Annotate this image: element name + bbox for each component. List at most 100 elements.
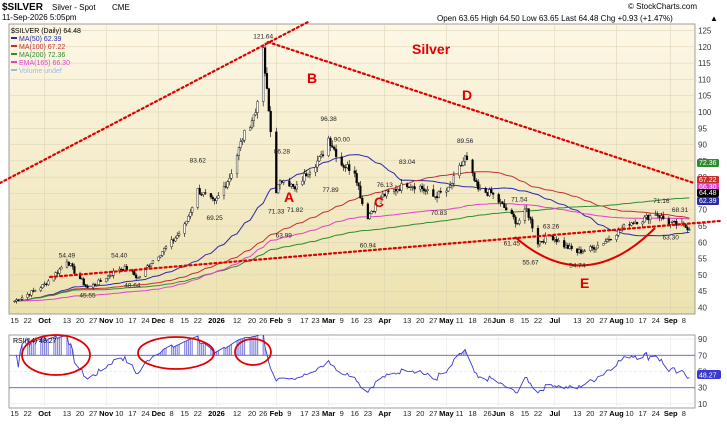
x-tick-label: 27 bbox=[89, 409, 97, 418]
candle-body bbox=[463, 155, 467, 162]
candle-body bbox=[222, 186, 226, 196]
candle-body bbox=[492, 192, 495, 195]
price-tick-label: 110 bbox=[698, 75, 711, 84]
price-tick-label: 120 bbox=[698, 43, 712, 52]
x-tick-label: 20 bbox=[586, 409, 594, 418]
price-annotation: 60.94 bbox=[360, 242, 377, 249]
candle-body bbox=[136, 277, 140, 279]
rounded-bottom-arc bbox=[514, 227, 656, 267]
price-badge-value: 67.22 bbox=[699, 177, 717, 184]
candle-body bbox=[531, 219, 534, 229]
price-annotation: 48.64 bbox=[124, 282, 141, 289]
candle-body bbox=[342, 165, 345, 168]
candle-body bbox=[435, 196, 439, 199]
legend-entry: MA(100) 67.22 bbox=[19, 44, 65, 51]
price-annotation: 71.82 bbox=[287, 207, 304, 214]
candle-body bbox=[372, 211, 375, 213]
candle-body bbox=[149, 263, 153, 267]
price-annotation: 86.28 bbox=[274, 149, 291, 156]
candle-body bbox=[484, 188, 487, 193]
x-tick-label: 27 bbox=[599, 409, 607, 418]
price-badge-value: 66.30 bbox=[699, 184, 717, 191]
candle-body bbox=[449, 185, 452, 188]
candle-body bbox=[92, 284, 95, 288]
candle-body bbox=[357, 182, 360, 187]
candle-body bbox=[200, 194, 203, 196]
x-tick-label: 22 bbox=[194, 409, 202, 418]
candle-body bbox=[439, 191, 442, 193]
candle-body bbox=[406, 183, 409, 188]
candle-body bbox=[553, 239, 556, 241]
price-badge-value: 72.36 bbox=[699, 160, 717, 167]
candle-body bbox=[331, 145, 334, 148]
candle-body bbox=[282, 180, 285, 183]
candle-body bbox=[292, 184, 295, 187]
price-tick-label: 115 bbox=[698, 59, 711, 68]
candle-body bbox=[426, 189, 429, 192]
x-tick-label: 24 bbox=[141, 316, 149, 325]
overbought-circle bbox=[21, 334, 91, 376]
candle-body bbox=[308, 171, 312, 175]
x-tick-label: 17 bbox=[300, 316, 308, 325]
x-tick-label: 22 bbox=[194, 316, 202, 325]
candle-body bbox=[437, 191, 441, 199]
candle-body bbox=[277, 184, 280, 194]
candle-body bbox=[217, 195, 220, 199]
candle-body bbox=[490, 189, 493, 194]
price-tick-label: 50 bbox=[698, 271, 707, 280]
candle-body bbox=[65, 261, 69, 268]
x-tick-label: 12 bbox=[233, 316, 241, 325]
candle-body bbox=[314, 166, 317, 173]
price-annotation: 83.62 bbox=[190, 157, 207, 164]
candle-body bbox=[209, 193, 212, 198]
candle-body bbox=[477, 181, 480, 190]
candle-body bbox=[471, 159, 474, 174]
candle-body bbox=[93, 284, 97, 286]
candle-body bbox=[497, 194, 500, 203]
x-tick-label: 9 bbox=[287, 316, 291, 325]
x-tick-label: 20 bbox=[416, 316, 424, 325]
x-tick-label: 10 bbox=[625, 316, 633, 325]
x-tick-label: Apr bbox=[378, 409, 391, 418]
candle-body bbox=[39, 287, 42, 291]
candle-body bbox=[146, 265, 149, 268]
wave-label-a: A bbox=[284, 189, 294, 205]
price-badge-value: 64.48 bbox=[699, 190, 717, 197]
price-annotation: 70.83 bbox=[431, 210, 448, 217]
candle-body bbox=[26, 294, 29, 298]
x-tick-label: 27 bbox=[89, 316, 97, 325]
candle-body bbox=[144, 267, 147, 277]
candle-body bbox=[340, 156, 343, 166]
candle-body bbox=[675, 221, 678, 226]
candle-body bbox=[647, 215, 650, 221]
x-tick-label: Dec bbox=[152, 316, 166, 325]
x-tick-label: 17 bbox=[300, 409, 308, 418]
candle-body bbox=[409, 186, 412, 188]
price-annotation: 89.56 bbox=[457, 138, 474, 145]
price-tick-label: 60 bbox=[698, 238, 707, 247]
candle-body bbox=[359, 185, 362, 199]
candle-body bbox=[58, 268, 61, 274]
candle-body bbox=[660, 215, 663, 218]
candle-body bbox=[622, 224, 626, 229]
x-tick-label: Nov bbox=[99, 409, 114, 418]
x-tick-label: 20 bbox=[76, 316, 84, 325]
candle-body bbox=[566, 244, 569, 249]
candle-body bbox=[86, 285, 89, 288]
price-candles bbox=[13, 42, 691, 304]
candle-body bbox=[306, 174, 310, 177]
candle-body bbox=[80, 278, 83, 280]
candle-body bbox=[333, 147, 336, 150]
x-tick-label: 23 bbox=[311, 316, 319, 325]
x-tick-label: 11 bbox=[456, 316, 464, 325]
candle-body bbox=[422, 188, 426, 191]
candle-body bbox=[568, 245, 571, 249]
candle-body bbox=[591, 246, 594, 248]
x-tick-label: 16 bbox=[351, 409, 359, 418]
price-axis: 1251201151101051009590858075706560555045… bbox=[698, 27, 712, 313]
x-tick-label: 26 bbox=[259, 316, 267, 325]
candle-body bbox=[170, 239, 173, 248]
rsi-tick-label: 90 bbox=[698, 335, 707, 344]
candle-body bbox=[578, 249, 581, 253]
rsi-tick-label: 70 bbox=[698, 351, 707, 360]
